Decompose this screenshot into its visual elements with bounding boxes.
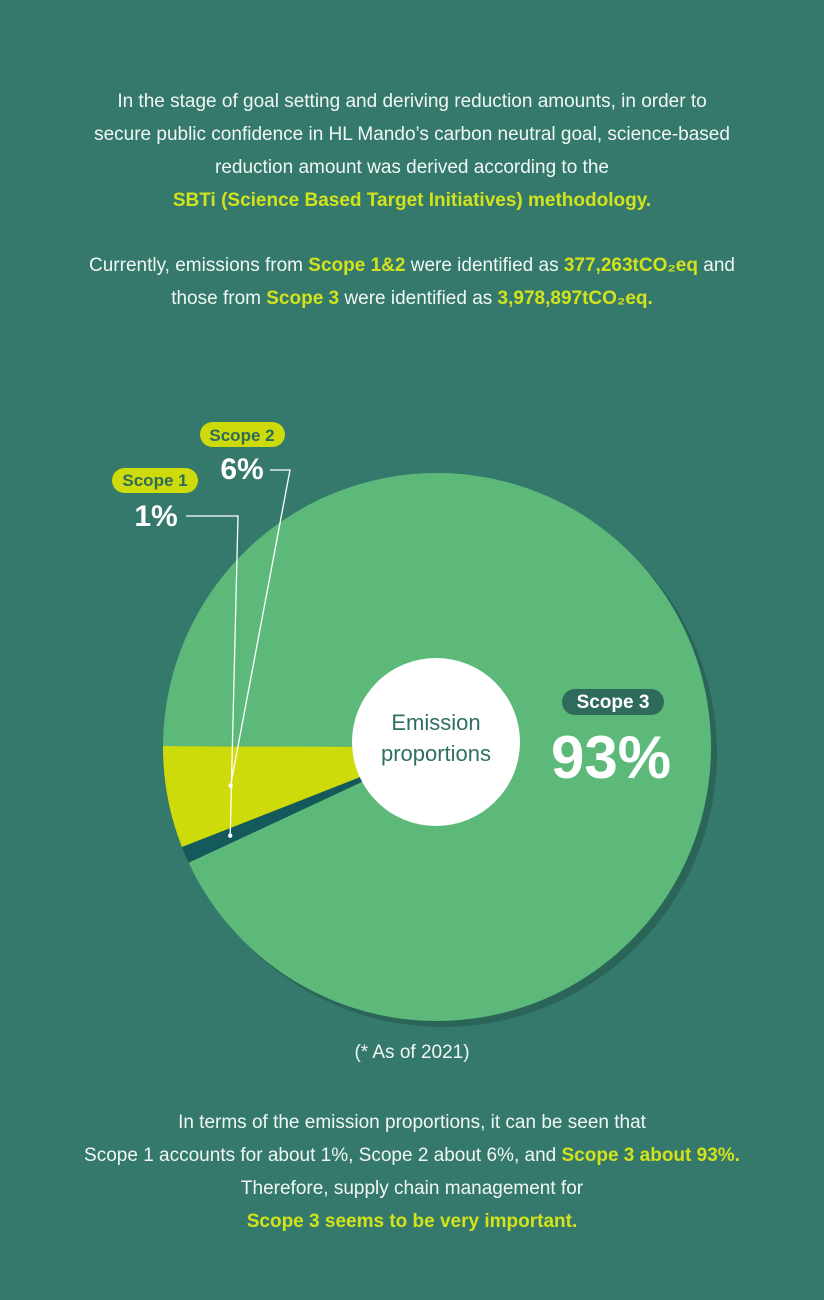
- chart-note: (* As of 2021): [354, 1042, 470, 1063]
- scope12-amount: 377,263tCO₂eq: [563, 255, 698, 276]
- pie-chart: Emission proportions Scope 1 1% Scope 2 …: [112, 422, 717, 1027]
- scope12-highlight: Scope 1&2: [308, 255, 406, 276]
- emissions-paragraph: Currently, emissions from Scope 1&2 were…: [0, 249, 824, 315]
- scope2-pill: [200, 422, 285, 447]
- text: and: [697, 255, 735, 276]
- text: were identified as: [405, 255, 564, 276]
- center-circle: [352, 658, 520, 826]
- text: Currently, emissions from: [89, 255, 309, 276]
- text: Scope 1 accounts for about 1%, Scope 2 a…: [84, 1145, 562, 1166]
- intro-line: secure public confidence in HL Mando’s c…: [94, 124, 730, 145]
- scope3-amount: 3,978,897tCO₂eq.: [497, 288, 653, 309]
- conclusion-line: In terms of the emission proportions, it…: [178, 1112, 646, 1133]
- scope1-pill: [112, 468, 198, 493]
- scope3-value: 93%: [551, 724, 671, 791]
- scope2-leader-line-dot: [228, 783, 233, 788]
- scope3-label: Scope 3: [577, 692, 650, 713]
- scope3-pill: [562, 689, 664, 715]
- emissions-line-1: Currently, emissions from Scope 1&2 were…: [0, 249, 824, 282]
- intro-line: reduction amount was derived according t…: [215, 157, 609, 178]
- text: were identified as: [339, 288, 498, 309]
- center-label-line2: proportions: [381, 741, 491, 766]
- scope1-leader-line-dot: [227, 833, 233, 838]
- leader-lines: [186, 469, 291, 838]
- text: those from: [171, 288, 267, 309]
- intro-line: In the stage of goal setting and derivin…: [117, 91, 707, 112]
- conclusion-highlight: Scope 3 seems to be very important.: [246, 1211, 578, 1232]
- scope3-highlight: Scope 3: [266, 288, 340, 309]
- scope2-leader-line: [229, 469, 291, 786]
- scope1-value: 1%: [134, 500, 177, 533]
- emissions-line-2: those from Scope 3 were identified as 3,…: [0, 282, 824, 315]
- conclusion-highlight: Scope 3 about 93%.: [561, 1145, 740, 1166]
- conclusion-paragraph: In terms of the emission proportions, it…: [0, 1106, 824, 1238]
- scope2-label: Scope 2: [209, 426, 274, 445]
- scope2-value: 6%: [220, 453, 263, 486]
- scope1-leader-line: [186, 515, 239, 836]
- intro-paragraph: In the stage of goal setting and derivin…: [0, 85, 824, 217]
- center-label-line1: Emission: [391, 710, 480, 735]
- intro-highlight: SBTi (Science Based Target Initiatives) …: [172, 190, 652, 211]
- scope1-label: Scope 1: [122, 471, 187, 490]
- conclusion-line: Therefore, supply chain management for: [240, 1178, 584, 1199]
- conclusion-line: Scope 1 accounts for about 1%, Scope 2 a…: [0, 1139, 824, 1172]
